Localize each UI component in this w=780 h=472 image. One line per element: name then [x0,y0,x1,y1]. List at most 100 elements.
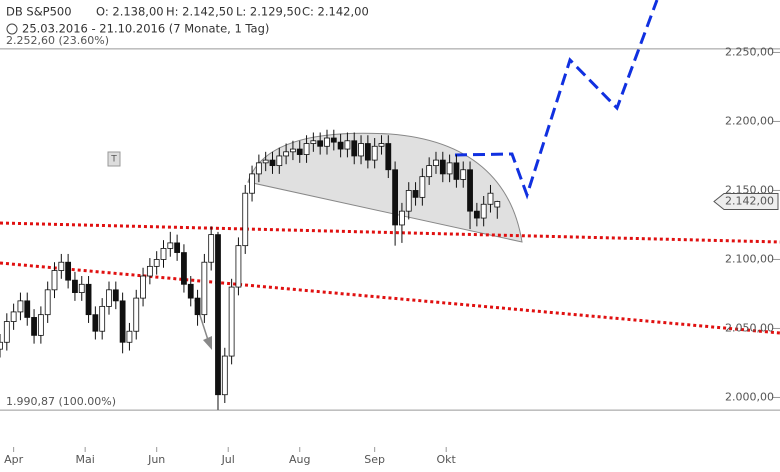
candle-body [419,176,426,198]
candle-body [194,297,201,316]
candle-body [337,141,344,150]
candle-body [174,242,181,253]
candle-body [262,159,269,164]
ohlc-open: O: 2.138,00 [96,5,164,19]
chart-title: DB S&P500 [6,5,72,19]
candle-body [378,143,385,147]
candle-body [467,169,473,212]
candle-body [133,297,140,332]
last-price-tag [713,192,779,210]
arrow-head [203,336,212,350]
candle-body [385,143,392,171]
candle-body [0,341,3,350]
candle-body [72,279,78,293]
candle-body [140,275,146,299]
y-tick-label: 2.200,00 [725,114,774,127]
candle-body [473,210,480,219]
projection-line [454,0,659,200]
candle-body [330,137,337,143]
candle-body [99,305,106,332]
candle-body [160,248,167,260]
level-label: 2.252,60 (23.60%) [6,34,109,47]
y-tick-label: 2.250,00 [725,45,774,58]
candle-body [303,143,310,155]
candle-body [324,137,330,147]
candle-body [358,143,364,157]
candle-body [187,283,194,299]
candle-body [153,259,160,267]
candle-body [371,145,378,161]
candle-body [221,355,228,396]
candle-body [24,300,31,318]
candle-body [433,159,439,167]
candle-body [78,283,85,293]
candle-body [453,162,460,180]
marks [0,48,780,452]
x-tick-label: Mai [76,453,95,466]
text-tool-icon [107,151,121,167]
candle-body [392,169,399,226]
candle-body [3,321,10,343]
candle-body [51,270,58,291]
candle-body [317,140,324,147]
level-label: 1.990,87 (100.00%) [6,395,116,408]
candle-body [58,261,65,271]
candle-body [460,169,467,180]
last-price-label: 2.142,00 [725,194,774,207]
candle-body [426,165,433,178]
candle-body [276,155,283,167]
candle-body [17,300,24,313]
x-tick-label: Apr [4,453,24,466]
candle-body [146,265,153,277]
candle-body [106,289,112,307]
x-tick-label: Okt [437,453,457,466]
ohlc-low: L: 2.129,50 [236,5,301,19]
candle-body [242,192,249,247]
candle-body [112,289,119,302]
candle-body [167,242,174,249]
x-tick-label: Jul [221,453,235,466]
candle-body [201,261,208,316]
candle-body [487,192,494,205]
candle-body [494,201,501,208]
candle-body [126,330,133,343]
trendline [0,261,780,335]
candle-body [31,317,37,336]
candle-body [255,162,262,175]
candle-body [119,300,126,343]
text-tool-glyph: T [110,155,117,165]
y-tick-label: 2.000,00 [725,390,774,403]
candle-body [85,283,92,316]
candle-body [44,289,51,316]
candle-body [249,173,255,194]
candle-body [290,148,296,153]
candle-body [215,234,221,396]
candle-body [412,190,419,198]
candle-body [310,140,317,144]
candle-body [344,140,351,150]
x-tick-label: Jun [147,453,165,466]
candle-body [351,140,358,157]
candle-body [235,245,242,288]
candle-body [37,314,44,336]
subtitle: 25.03.2016 - 21.10.2016 (7 Monate, 1 Tag… [22,22,269,36]
trendline [0,221,780,244]
ohlc-high: H: 2.142,50 [166,5,233,19]
ohlc-close: C: 2.142,00 [302,5,369,19]
candle-body [208,234,215,263]
x-tick-label: Sep [364,453,385,466]
candle-body [10,311,17,322]
candle-body [405,190,412,212]
candle-body [228,286,235,357]
rounded-top-shape [247,132,523,243]
clock-icon [6,23,18,35]
candle-body [439,159,446,175]
candle-body [364,143,371,161]
candle-body [65,261,72,281]
y-tick-label: 2.100,00 [725,252,774,265]
candle-body [296,148,303,155]
candle-body [480,203,487,219]
y-tick-label: 2.050,00 [725,321,774,334]
candle-body [399,210,405,226]
